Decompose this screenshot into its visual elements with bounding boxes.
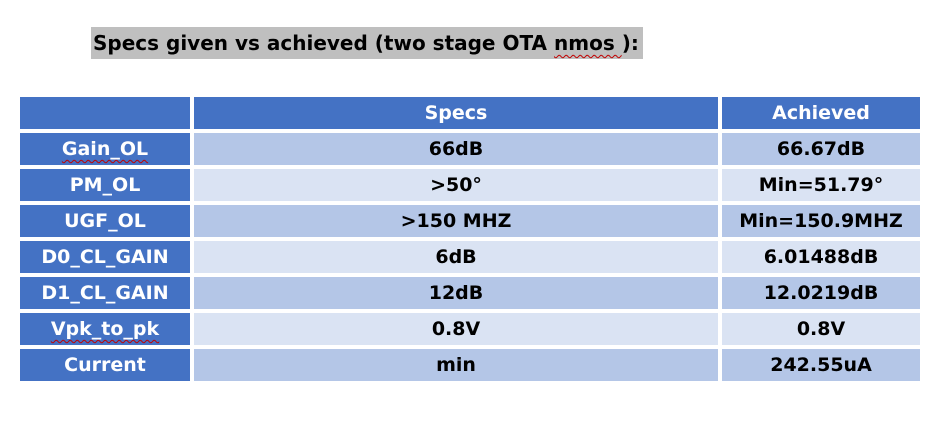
row-label: Current [20,349,190,381]
achieved-cell: 6.01488dB [722,241,920,273]
spec-cell: 12dB [194,277,718,309]
table-row: Vpk_to_pk 0.8V 0.8V [20,313,920,345]
table-row: UGF_OL >150 MHZ Min=150.9MHZ [20,205,920,237]
spec-cell: >50° [194,169,718,201]
table-row: D0_CL_GAIN 6dB 6.01488dB [20,241,920,273]
achieved-cell: 12.0219dB [722,277,920,309]
spec-cell: 0.8V [194,313,718,345]
heading-spellcheck-word: nmos [554,31,622,55]
table-row: D1_CL_GAIN 12dB 12.0219dB [20,277,920,309]
row-label: PM_OL [20,169,190,201]
row-label: Gain_OL [20,133,190,165]
table-header-row: Specs Achieved [20,97,920,129]
row-label: UGF_OL [20,205,190,237]
row-label: D0_CL_GAIN [20,241,190,273]
table-row: Current min 242.55uA [20,349,920,381]
spec-cell: >150 MHZ [194,205,718,237]
achieved-cell: Min=51.79° [722,169,920,201]
achieved-cell: 66.67dB [722,133,920,165]
heading-text: Specs given vs achieved (two stage OTA [93,31,554,55]
row-label-text: Vpk_to_pk [50,318,160,340]
spec-cell: min [194,349,718,381]
header-cell-achieved: Achieved [722,97,920,129]
achieved-cell: 0.8V [722,313,920,345]
table-row: Gain_OL 66dB 66.67dB [20,133,920,165]
row-label-text: Gain_OL [61,138,149,160]
spec-cell: 66dB [194,133,718,165]
specs-table: Specs Achieved Gain_OL 66dB 66.67dB PM_O… [16,93,924,385]
achieved-cell: Min=150.9MHZ [722,205,920,237]
header-cell-empty [20,97,190,129]
table-row: PM_OL >50° Min=51.79° [20,169,920,201]
header-cell-specs: Specs [194,97,718,129]
achieved-cell: 242.55uA [722,349,920,381]
heading-suffix: ): [621,31,639,55]
document-heading: Specs given vs achieved (two stage OTA n… [91,27,643,59]
spec-cell: 6dB [194,241,718,273]
row-label: D1_CL_GAIN [20,277,190,309]
row-label: Vpk_to_pk [20,313,190,345]
